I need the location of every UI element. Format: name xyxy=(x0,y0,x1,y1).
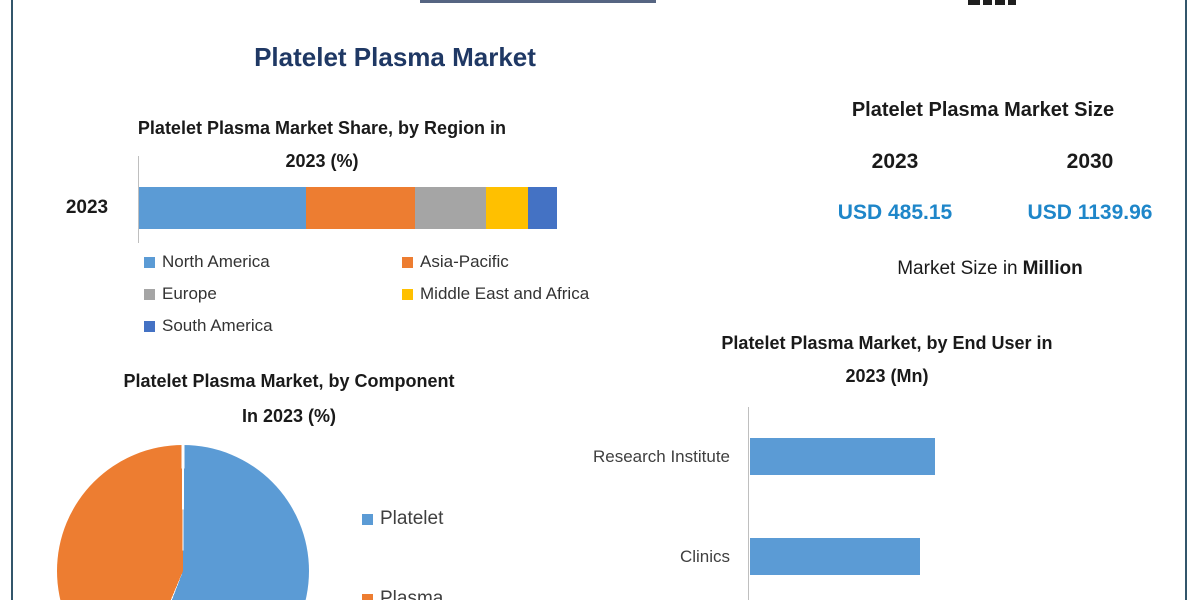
end-user-rows: Research Institute Clinics xyxy=(540,438,1186,600)
end-user-axis-line xyxy=(748,407,749,600)
region-bar-segment-asia-pacific xyxy=(306,187,415,229)
region-bar-segment-south-america xyxy=(527,187,558,229)
legend-label: Europe xyxy=(162,284,217,303)
market-size-caption: Market Size in Million xyxy=(800,258,1180,280)
region-bar-segment-middle-east-and-africa xyxy=(485,187,528,229)
cropped-text-fragment xyxy=(420,0,656,3)
legend-item-plasma: Plasma xyxy=(362,587,443,600)
end-user-category-label: Research Institute xyxy=(592,446,730,466)
page-title: Platelet Plasma Market xyxy=(254,42,536,72)
market-size-value-2030: USD 1139.96 xyxy=(1027,201,1153,224)
legend-item-middle-east-and-africa: Middle East and Africa xyxy=(402,278,624,310)
market-size-caption-text: Market Size in xyxy=(897,258,1018,279)
slide-border-left xyxy=(11,0,13,600)
legend-item-north-america: North America xyxy=(144,246,402,278)
region-bar-segment-europe xyxy=(414,187,486,229)
end-user-row-clinics: Clinics xyxy=(540,538,1186,575)
region-chart-title-line1: Platelet Plasma Market Share, by Region … xyxy=(137,118,507,138)
end-user-bar-research-institute xyxy=(750,438,935,475)
end-user-chart-title-line2: 2023 (Mn) xyxy=(845,366,929,386)
cropped-text-fragment xyxy=(968,0,1016,5)
market-size-title: Platelet Plasma Market Size xyxy=(851,99,1115,121)
legend-label: Platelet xyxy=(380,508,444,529)
region-chart-title: Platelet Plasma Market Share, by Region … xyxy=(72,112,572,178)
component-chart-title-line1: Platelet Plasma Market, by Component xyxy=(123,371,455,391)
component-chart-title-line2: In 2023 (%) xyxy=(241,406,337,426)
cropped-glyph xyxy=(1008,0,1016,5)
end-user-category-label: Clinics xyxy=(679,546,730,566)
legend-label: North America xyxy=(162,252,270,271)
legend-color-swatch xyxy=(402,256,413,268)
legend-label: Middle East and Africa xyxy=(420,284,590,303)
legend-color-swatch xyxy=(362,593,373,600)
legend-label: Asia-Pacific xyxy=(420,252,509,271)
region-bar-segment-north-america xyxy=(139,187,307,229)
market-size-caption-unit: Million xyxy=(1022,258,1083,279)
legend-color-swatch xyxy=(144,256,155,268)
legend-color-swatch xyxy=(362,513,373,525)
region-chart-title-line2: 2023 (%) xyxy=(285,151,359,171)
legend-color-swatch xyxy=(402,288,413,300)
slide-border-right xyxy=(1185,0,1187,600)
cropped-glyph xyxy=(995,0,1005,5)
region-stacked-bar xyxy=(139,187,558,229)
legend-label: South America xyxy=(162,316,273,335)
cropped-glyph xyxy=(968,0,980,5)
region-category-label: 2023 xyxy=(65,197,109,218)
end-user-chart-title: Platelet Plasma Market, by End User in 2… xyxy=(657,327,1117,393)
component-pie xyxy=(57,445,309,600)
legend-label: Plasma xyxy=(380,588,444,600)
market-size-year-2030: 2030 xyxy=(1066,150,1114,173)
legend-item-platelet: Platelet xyxy=(362,507,443,531)
legend-item-asia-pacific: Asia-Pacific xyxy=(402,246,624,278)
end-user-chart-title-line1: Platelet Plasma Market, by End User in xyxy=(721,333,1053,353)
legend-item-south-america: South America xyxy=(144,310,402,342)
cropped-glyph xyxy=(983,0,992,5)
legend-color-swatch xyxy=(144,288,155,300)
end-user-bar-clinics xyxy=(750,538,920,575)
component-chart-title: Platelet Plasma Market, by Component In … xyxy=(39,364,539,434)
end-user-row-research-institute: Research Institute xyxy=(540,438,1186,475)
market-size-year-2023: 2023 xyxy=(871,150,919,173)
legend-item-europe: Europe xyxy=(144,278,402,310)
component-legend: Platelet Plasma xyxy=(362,507,443,600)
region-legend: North America Asia-Pacific Europe Middle Ea… xyxy=(144,246,624,342)
region-axis-line xyxy=(138,156,139,243)
market-size-value-2023: USD 485.15 xyxy=(837,201,953,224)
legend-color-swatch xyxy=(144,320,155,332)
